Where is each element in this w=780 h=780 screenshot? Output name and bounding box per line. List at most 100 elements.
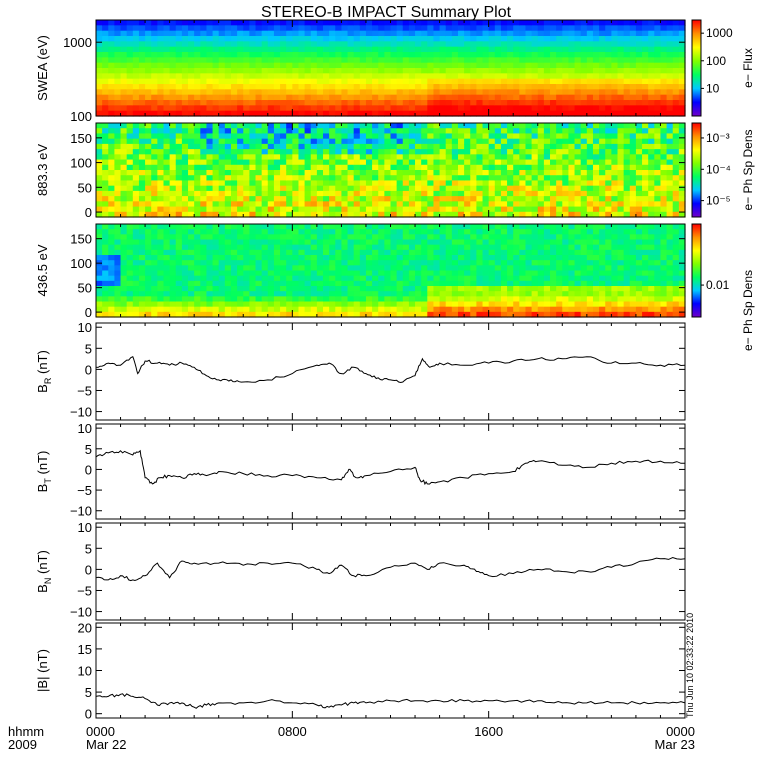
heatmap-cell <box>286 239 293 246</box>
heatmap-cell <box>249 196 257 202</box>
heatmap-cell <box>261 311 269 318</box>
heatmap-cell <box>316 306 324 313</box>
heatmap-cell <box>261 206 269 213</box>
heatmap-cell <box>280 78 287 85</box>
heatmap-cell <box>556 68 563 74</box>
heatmap-cell <box>108 291 116 297</box>
heatmap-cell <box>519 291 527 297</box>
heatmap-cell <box>648 89 655 96</box>
heatmap-cell <box>169 229 177 235</box>
heatmap-cell <box>556 196 563 202</box>
heatmap-cell <box>163 239 171 246</box>
heatmap-cell <box>267 224 275 230</box>
heatmap-cell <box>402 36 410 42</box>
heatmap-cell <box>372 30 379 37</box>
heatmap-cell <box>678 149 686 155</box>
heatmap-cell <box>175 206 183 213</box>
heatmap-cell <box>267 275 275 282</box>
heatmap-cell <box>304 206 312 213</box>
heatmap-cell <box>482 229 490 235</box>
heatmap-cell <box>175 143 183 150</box>
heatmap-cell <box>292 260 300 266</box>
heatmap-cell <box>457 196 465 202</box>
heatmap-cell <box>439 36 447 42</box>
heatmap-cell <box>396 170 404 176</box>
heatmap-cell <box>280 244 287 251</box>
heatmap-cell <box>138 190 146 197</box>
heatmap-cell <box>200 206 208 213</box>
heatmap-cell <box>415 291 422 297</box>
y-tick-label: 150 <box>70 131 92 146</box>
heatmap-cell <box>273 265 281 272</box>
heatmap-cell <box>550 301 557 308</box>
heatmap-cell <box>255 201 263 208</box>
heatmap-cell <box>126 224 134 230</box>
heatmap-cell <box>457 206 465 213</box>
heatmap-cell <box>476 211 484 218</box>
heatmap-cell <box>488 164 496 171</box>
heatmap-cell <box>194 265 201 272</box>
heatmap-cell <box>323 68 330 74</box>
heatmap-cell <box>218 196 226 202</box>
heatmap-cell <box>243 175 250 182</box>
heatmap-cell <box>568 94 576 101</box>
heatmap-cell <box>378 170 385 176</box>
heatmap-cell <box>421 62 428 69</box>
heatmap-cell <box>500 170 508 176</box>
heatmap-cell <box>347 36 355 42</box>
heatmap-cell <box>654 138 662 145</box>
heatmap-cell <box>237 211 244 218</box>
heatmap-cell <box>476 84 484 90</box>
heatmap-cell <box>378 154 385 161</box>
heatmap-cell <box>304 164 312 171</box>
heatmap-cell <box>482 291 490 297</box>
heatmap-cell <box>194 170 201 176</box>
heatmap-cell <box>654 57 662 64</box>
heatmap-cell <box>415 89 422 96</box>
heatmap-cell <box>629 175 637 182</box>
heatmap-cell <box>298 105 306 112</box>
heatmap-cell <box>310 180 318 187</box>
heatmap-cell <box>310 229 318 235</box>
heatmap-cell <box>556 260 563 266</box>
heatmap-cell <box>439 270 447 277</box>
heatmap-cell <box>163 133 171 140</box>
heatmap-cell <box>120 123 128 129</box>
heatmap-cell <box>212 311 220 318</box>
heatmap-cell <box>402 190 410 197</box>
heatmap-cell <box>298 239 306 246</box>
heatmap-cell <box>439 78 447 85</box>
heatmap-cell <box>206 224 214 230</box>
heatmap-cell <box>347 255 355 261</box>
heatmap-cell <box>267 84 275 90</box>
heatmap-cell <box>126 249 134 256</box>
heatmap-cell <box>384 239 392 246</box>
heatmap-cell <box>654 206 662 213</box>
heatmap-cell <box>660 159 668 166</box>
heatmap-cell <box>513 100 520 106</box>
heatmap-cell <box>537 234 545 241</box>
heatmap-cell <box>372 301 379 308</box>
heatmap-cell <box>433 52 441 58</box>
heatmap-cell <box>200 190 208 197</box>
heatmap-cell <box>206 265 214 272</box>
heatmap-cell <box>451 206 459 213</box>
heatmap-cell <box>365 180 373 187</box>
heatmap-cell <box>390 30 398 37</box>
heatmap-cell <box>635 30 643 37</box>
heatmap-cell <box>433 201 441 208</box>
heatmap-cell <box>96 149 103 155</box>
heatmap-cell <box>494 229 502 235</box>
heatmap-cell <box>206 164 214 171</box>
heatmap-cell <box>132 196 140 202</box>
heatmap-cell <box>286 211 293 218</box>
heatmap-cell <box>500 275 508 282</box>
heatmap-cell <box>120 164 128 171</box>
heatmap-cell <box>372 52 379 58</box>
heatmap-cell <box>316 224 324 230</box>
heatmap-cell <box>323 286 330 292</box>
heatmap-cell <box>267 52 275 58</box>
heatmap-cell <box>126 275 134 282</box>
heatmap-cell <box>396 73 404 80</box>
heatmap-cell <box>267 100 275 106</box>
